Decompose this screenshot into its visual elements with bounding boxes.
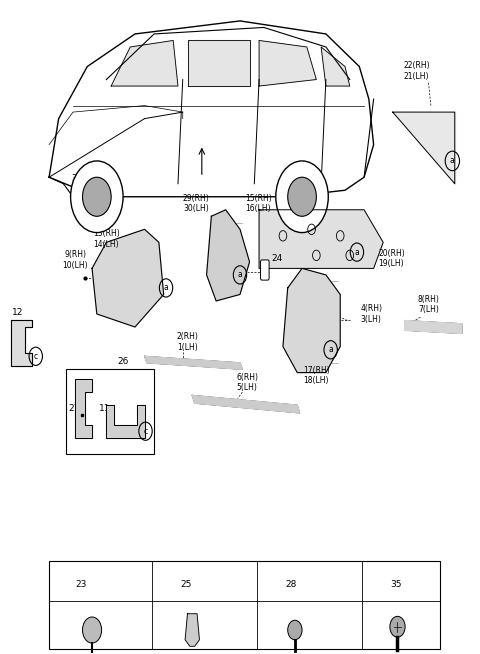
Text: 28: 28 — [285, 580, 297, 589]
Polygon shape — [185, 613, 199, 646]
Text: 13(RH)
14(LH): 13(RH) 14(LH) — [93, 230, 120, 249]
Text: a: a — [57, 581, 61, 588]
Text: 9(RH)
10(LH): 9(RH) 10(LH) — [62, 250, 88, 269]
Polygon shape — [92, 230, 164, 327]
Text: 22(RH)
21(LH): 22(RH) 21(LH) — [403, 61, 430, 81]
Text: 26: 26 — [118, 357, 129, 366]
Text: 11: 11 — [99, 404, 111, 413]
Text: 24: 24 — [271, 254, 282, 263]
FancyBboxPatch shape — [261, 260, 269, 280]
Text: 31(RH)
32(LH): 31(RH) 32(LH) — [286, 181, 313, 200]
Text: 8(RH)
7(LH): 8(RH) 7(LH) — [418, 294, 440, 314]
Circle shape — [288, 177, 316, 216]
Circle shape — [288, 620, 302, 640]
Text: 15(RH)
16(LH): 15(RH) 16(LH) — [245, 194, 272, 213]
Text: 2(RH)
1(LH): 2(RH) 1(LH) — [177, 332, 198, 352]
Text: 35: 35 — [390, 580, 402, 589]
Polygon shape — [107, 405, 144, 438]
Text: a: a — [450, 156, 455, 165]
Polygon shape — [405, 320, 462, 334]
Bar — [49, 561, 441, 649]
Polygon shape — [259, 41, 316, 86]
Text: 23: 23 — [75, 580, 87, 589]
Circle shape — [71, 161, 123, 233]
FancyBboxPatch shape — [66, 370, 154, 454]
Polygon shape — [321, 47, 350, 86]
Text: 25: 25 — [180, 580, 192, 589]
Text: 4(RH)
3(LH): 4(RH) 3(LH) — [360, 304, 382, 324]
Text: 34(RH)
33(LH): 34(RH) 33(LH) — [72, 174, 98, 194]
Text: a: a — [328, 345, 333, 354]
Text: c: c — [34, 352, 38, 361]
Text: 27: 27 — [69, 404, 80, 413]
Text: c: c — [144, 426, 147, 436]
Text: a: a — [238, 270, 242, 279]
Text: b: b — [161, 581, 166, 588]
Polygon shape — [393, 112, 455, 184]
Text: 12: 12 — [12, 308, 24, 317]
Polygon shape — [259, 210, 383, 268]
Polygon shape — [206, 210, 250, 301]
Text: 17(RH)
18(LH): 17(RH) 18(LH) — [303, 366, 330, 385]
Polygon shape — [111, 41, 178, 86]
Text: 20(RH)
19(LH): 20(RH) 19(LH) — [378, 249, 405, 268]
Circle shape — [390, 616, 405, 637]
Text: 6(RH)
5(LH): 6(RH) 5(LH) — [236, 373, 258, 392]
Polygon shape — [188, 41, 250, 86]
Polygon shape — [80, 200, 99, 223]
Text: c: c — [267, 581, 271, 588]
Circle shape — [83, 617, 102, 643]
Polygon shape — [144, 356, 242, 370]
Text: a: a — [164, 283, 168, 292]
Polygon shape — [11, 320, 33, 366]
Polygon shape — [75, 379, 92, 438]
Text: a: a — [355, 248, 360, 256]
Text: 29(RH)
30(LH): 29(RH) 30(LH) — [182, 194, 209, 213]
Circle shape — [276, 161, 328, 233]
Circle shape — [83, 177, 111, 216]
Polygon shape — [283, 268, 340, 373]
Polygon shape — [192, 396, 300, 413]
